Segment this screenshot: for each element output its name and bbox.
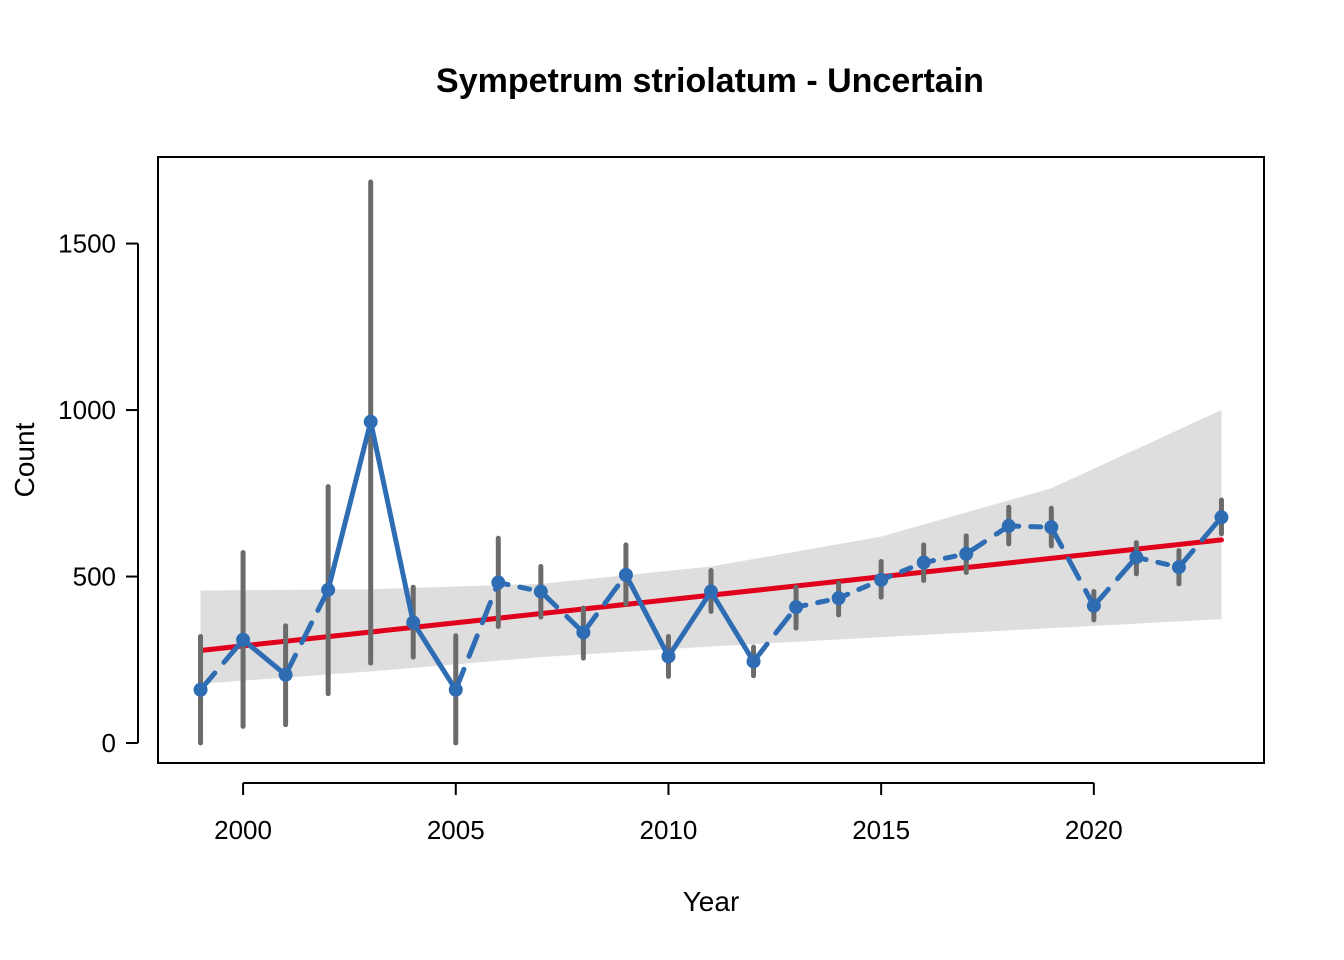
series-segment-2004-2005	[410, 619, 459, 693]
series-segment-1999-2000	[198, 637, 246, 693]
x-tick-label-2005: 2005	[427, 815, 485, 845]
series-segment-2014-2015	[836, 577, 884, 601]
data-point-2011	[704, 584, 718, 599]
series-segment-2008-2009	[580, 572, 629, 635]
series-segment-2007-2008	[538, 589, 586, 635]
data-point-2020	[1086, 598, 1101, 613]
data-point-layer	[193, 414, 1229, 697]
series-segment-2012-2013	[751, 604, 799, 664]
series-segment-2006-2007	[495, 580, 544, 595]
data-point-2010	[661, 649, 676, 664]
plot-frame	[157, 156, 1265, 764]
series-segment-2020-2021	[1091, 554, 1139, 609]
series-segment-2000-2001	[240, 637, 289, 678]
data-point-2009	[618, 567, 633, 582]
series-segment-2016-2017	[921, 551, 969, 566]
y-tick-label-1000: 1000	[58, 395, 116, 425]
series-segment-2013-2014	[793, 595, 842, 610]
data-point-1999	[193, 682, 208, 697]
data-point-2022	[1171, 560, 1186, 575]
series-segment-2009-2010	[623, 572, 671, 659]
series-segment-2005-2006	[453, 580, 501, 693]
data-point-2021	[1129, 550, 1144, 565]
data-point-2000	[236, 632, 251, 647]
data-point-2001	[278, 667, 293, 682]
series-segment-2017-2018	[963, 523, 1012, 557]
data-point-2015	[874, 572, 889, 587]
series-segment-2018-2019	[1006, 523, 1054, 530]
data-point-2018	[1001, 518, 1016, 533]
series-line-layer	[198, 419, 1224, 693]
series-segment-2002-2003	[325, 419, 374, 593]
y-axis-label: Count	[9, 422, 40, 497]
chart-title: Sympetrum striolatum - Uncertain	[436, 62, 984, 100]
series-segment-2010-2011	[665, 589, 714, 659]
data-point-2006	[491, 575, 506, 590]
data-point-2016	[916, 555, 931, 570]
data-point-2012	[746, 654, 761, 669]
y-tick-label-1500: 1500	[58, 229, 116, 259]
data-point-2023	[1214, 510, 1229, 525]
data-point-2019	[1044, 520, 1059, 535]
series-segment-2011-2012	[708, 589, 757, 664]
series-segment-2015-2016	[878, 560, 927, 583]
data-point-2002	[321, 582, 336, 597]
y-tick-label-0: 0	[102, 728, 116, 758]
series-segment-2001-2002	[283, 587, 331, 678]
x-tick-label-2015: 2015	[852, 815, 910, 845]
series-segment-2021-2022	[1133, 554, 1182, 570]
data-point-2007	[533, 584, 548, 599]
ci-band-layer	[200, 410, 1222, 684]
x-tick-label-2020: 2020	[1065, 815, 1123, 845]
data-point-2005	[448, 682, 463, 697]
x-tick-label-2000: 2000	[214, 815, 272, 845]
data-point-2008	[576, 625, 591, 640]
series-segment-2019-2020	[1048, 524, 1097, 609]
x-tick-label-2010: 2010	[640, 815, 698, 845]
x-axis-label: Year	[683, 886, 740, 917]
confidence-band	[200, 410, 1222, 684]
series-segment-2022-2023	[1176, 514, 1224, 570]
series-segment-2003-2004	[368, 419, 416, 625]
data-point-2017	[959, 546, 974, 561]
y-tick-label-500: 500	[73, 562, 116, 592]
data-point-2004	[406, 615, 421, 630]
y-axis: 0 500 1000 1500	[58, 229, 139, 758]
data-point-2014	[831, 591, 846, 606]
data-point-2013	[789, 600, 804, 615]
data-point-2003	[363, 414, 378, 429]
x-axis: 2000 2005 2010 2015 2020	[214, 782, 1123, 845]
